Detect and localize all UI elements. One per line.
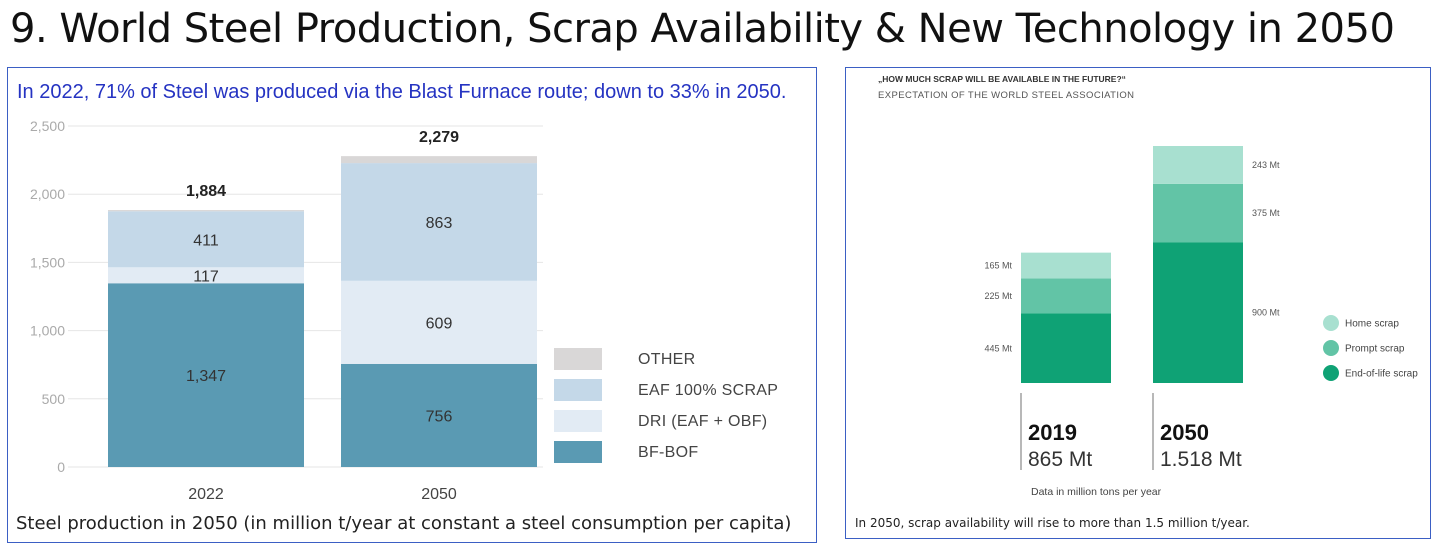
scrap-data-label: 165 Mt	[984, 261, 1012, 271]
bar-total-label: 1,884	[186, 183, 226, 200]
scrap-legend-label: Prompt scrap	[1345, 344, 1405, 355]
legend-dot-prompt-scrap	[1323, 340, 1339, 356]
scrap-data-label: 375 Mt	[1252, 208, 1280, 218]
scrap-bar-segment-home-scrap	[1021, 252, 1111, 279]
x-tick-label: 2050	[421, 486, 457, 503]
y-tick-label: 2,500	[30, 118, 65, 134]
legend-swatch-other	[554, 348, 602, 370]
bar-segment-dri-eaf-obf	[108, 267, 304, 284]
legend-swatch-dri-eaf-obf	[554, 410, 602, 432]
scrap-legend-label: Home scrap	[1345, 319, 1399, 330]
scrap-data-label: 225 Mt	[984, 291, 1012, 301]
category-total: 865 Mt	[1028, 448, 1092, 471]
bar-segment-bf-bof	[341, 363, 537, 467]
category-year: 2050	[1160, 420, 1209, 445]
legend-dot-home-scrap	[1323, 315, 1339, 331]
legend-swatch-eaf-100-scrap	[554, 379, 602, 401]
data-label: 411	[193, 232, 219, 249]
bar-segment-eaf-100-scrap	[108, 211, 304, 268]
category-total: 1.518 Mt	[1160, 448, 1242, 471]
y-tick-label: 500	[42, 391, 66, 407]
scrap-bar-segment-end-of-life-scrap	[1021, 313, 1111, 383]
legend-label: OTHER	[638, 351, 696, 368]
x-tick-label: 2022	[188, 486, 224, 503]
right-chart-subtitle: EXPECTATION OF THE WORLD STEEL ASSOCIATI…	[878, 90, 1134, 101]
legend-label: BF-BOF	[638, 444, 698, 461]
scrap-bar-segment-prompt-scrap	[1153, 183, 1243, 243]
category-year: 2019	[1028, 420, 1077, 445]
legend-dot-end-of-life-scrap	[1323, 365, 1339, 381]
right-chart-footnote: Data in million tons per year	[1031, 486, 1162, 498]
bar-segment-other	[108, 210, 304, 212]
legend-label: EAF 100% SCRAP	[638, 382, 778, 399]
bar-total-label: 2,279	[419, 129, 459, 146]
steel-production-panel: In 2022, 71% of Steel was produced via t…	[7, 67, 817, 543]
data-label: 756	[426, 408, 453, 425]
slide-title: 9. World Steel Production, Scrap Availab…	[10, 6, 1395, 52]
legend-label: DRI (EAF + OBF)	[638, 413, 767, 430]
steel-production-chart: 0 500 1,000 1,500 2,000 2,500 1,347 117 411 1,884…	[30, 118, 778, 503]
scrap-legend-label: End-of-life scrap	[1345, 369, 1418, 380]
bar-segment-bf-bof	[108, 283, 304, 467]
right-chart-title: „HOW MUCH SCRAP WILL BE AVAILABLE IN THE…	[878, 74, 1126, 84]
bar-segment-eaf-100-scrap	[341, 163, 537, 281]
data-label: 117	[193, 268, 219, 285]
left-panel-headline: In 2022, 71% of Steel was produced via t…	[17, 81, 787, 103]
scrap-data-label: 445 Mt	[984, 343, 1012, 353]
scrap-bar-segment-prompt-scrap	[1021, 278, 1111, 314]
scrap-availability-chart: „HOW MUCH SCRAP WILL BE AVAILABLE IN THE…	[878, 74, 1418, 498]
scrap-data-label: 900 Mt	[1252, 308, 1280, 318]
data-label: 863	[426, 215, 453, 232]
bar-segment-dri-eaf-obf	[341, 280, 537, 364]
y-tick-label: 2,000	[30, 186, 65, 202]
data-label: 609	[426, 315, 453, 332]
data-label: 1,347	[186, 368, 226, 385]
scrap-data-label: 243 Mt	[1252, 160, 1280, 170]
legend-swatch-bf-bof	[554, 441, 602, 463]
scrap-bar-segment-home-scrap	[1153, 146, 1243, 184]
y-tick-label: 1,000	[30, 323, 65, 339]
scrap-availability-panel: „HOW MUCH SCRAP WILL BE AVAILABLE IN THE…	[845, 67, 1431, 539]
right-panel-caption: In 2050, scrap availability will rise to…	[855, 516, 1250, 530]
scrap-bar-segment-end-of-life-scrap	[1153, 242, 1243, 383]
left-panel-caption: Steel production in 2050 (in million t/y…	[16, 513, 792, 534]
bar-segment-other	[341, 156, 537, 164]
y-tick-label: 1,500	[30, 254, 65, 270]
y-tick-label: 0	[57, 459, 65, 475]
